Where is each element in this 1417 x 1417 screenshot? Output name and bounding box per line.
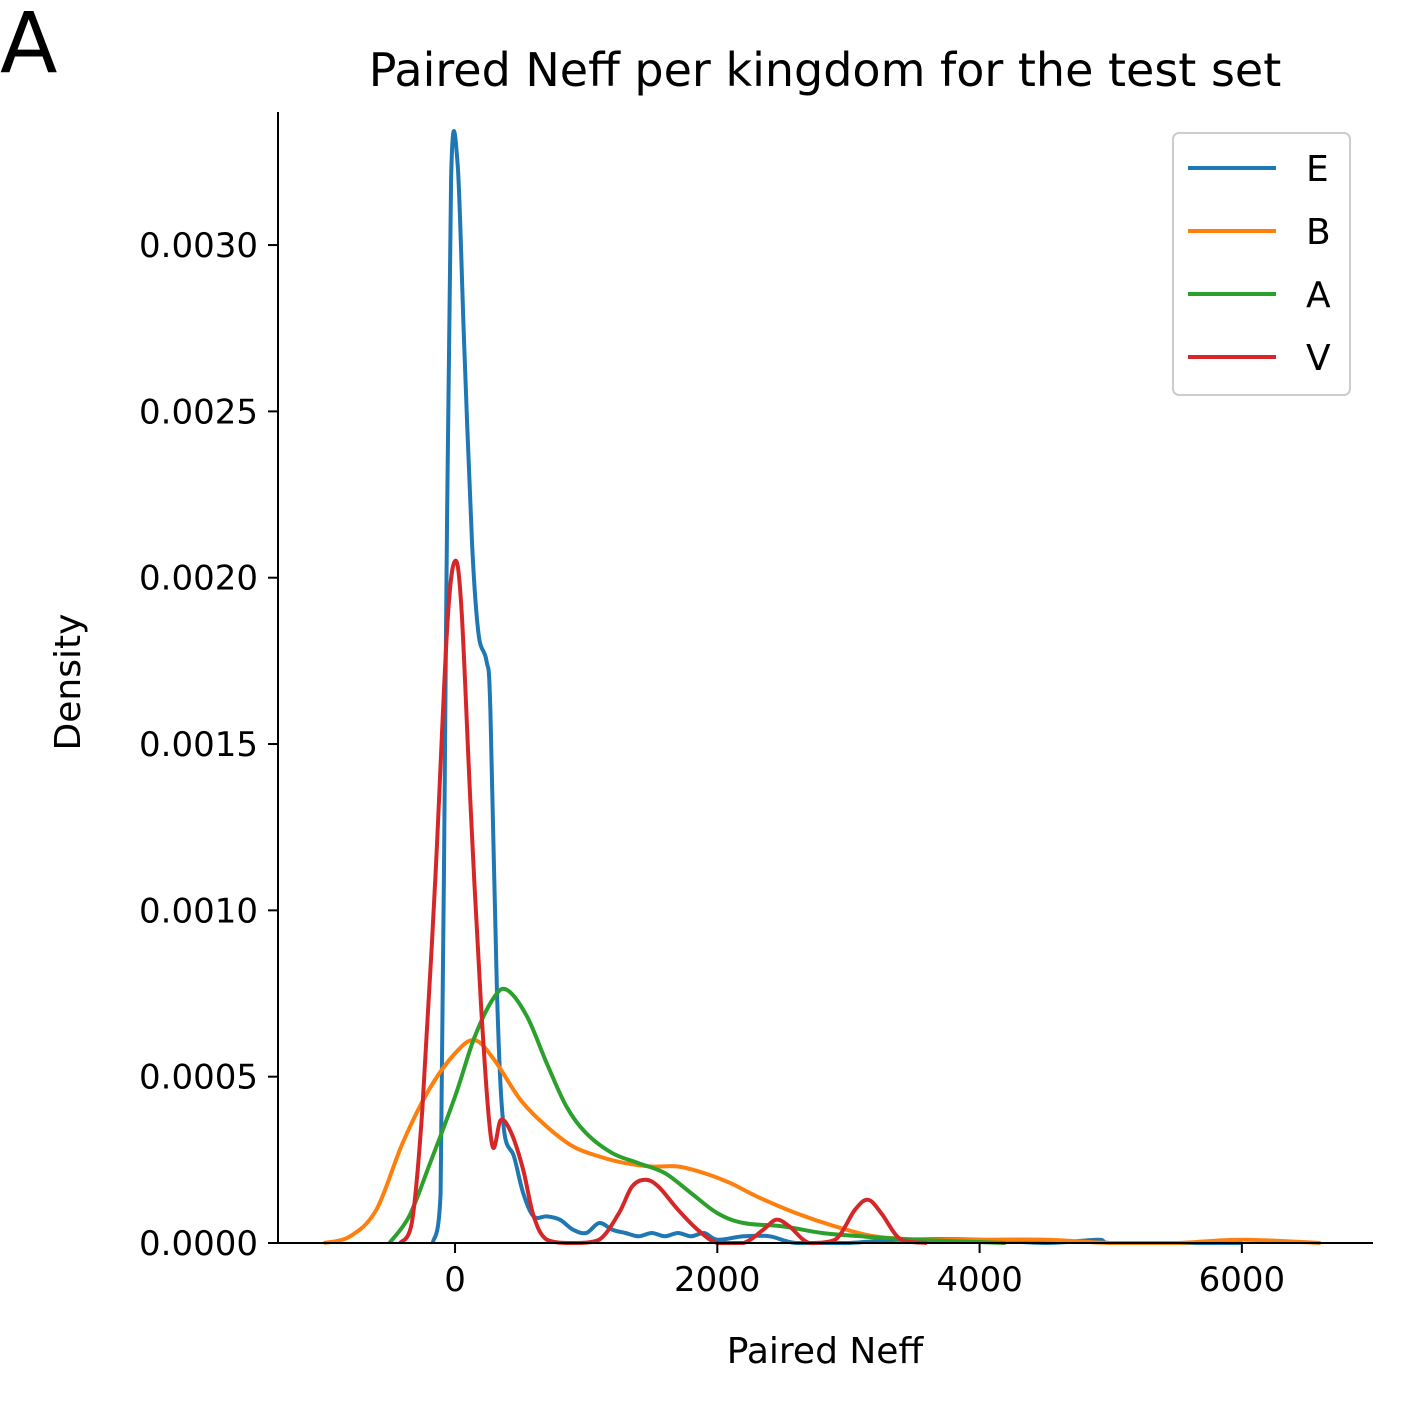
chart-title: Paired Neff per kingdom for the test set <box>369 43 1282 97</box>
legend-label-a: A <box>1306 275 1331 316</box>
y-tick-label: 0.0005 <box>139 1058 258 1098</box>
x-ticks: 0 2000 4000 6000 <box>444 1243 1285 1300</box>
y-tick-label: 0.0010 <box>139 891 258 931</box>
panel-label: A <box>0 0 58 92</box>
legend-label-e: E <box>1306 149 1329 190</box>
y-axis-label: Density <box>48 614 89 751</box>
x-axis-label: Paired Neff <box>727 1331 925 1372</box>
x-tick-label: 4000 <box>936 1260 1023 1300</box>
series-line-v <box>398 558 928 1245</box>
x-tick-label: 2000 <box>674 1260 761 1300</box>
x-tick-label: 0 <box>444 1260 466 1300</box>
legend-box <box>1172 132 1351 396</box>
y-ticks: 0.0000 0.0005 0.0010 0.0015 0.0020 0.0025 0.00… <box>139 226 278 1264</box>
legend-label-b: B <box>1306 212 1331 253</box>
y-tick-label: 0.0000 <box>139 1224 258 1264</box>
y-tick-label: 0.0015 <box>139 725 258 765</box>
y-tick-label: 0.0030 <box>139 226 258 266</box>
series-line-a <box>387 986 1006 1245</box>
x-tick-label: 6000 <box>1199 1260 1286 1300</box>
y-tick-label: 0.0020 <box>139 559 258 599</box>
series-layer <box>323 129 1321 1245</box>
legend-label-v: V <box>1306 338 1331 379</box>
y-tick-label: 0.0025 <box>139 392 258 432</box>
series-line-b <box>323 1038 1321 1245</box>
